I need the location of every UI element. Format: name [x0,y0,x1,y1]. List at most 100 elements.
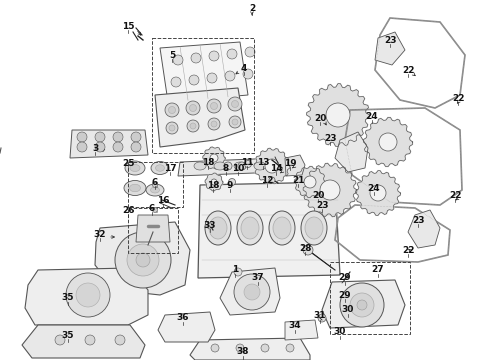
Circle shape [171,77,181,87]
Text: 24: 24 [368,184,380,193]
Text: 30: 30 [342,306,354,315]
Polygon shape [294,166,326,198]
Text: 24: 24 [366,112,378,121]
Text: 23: 23 [384,36,396,45]
Circle shape [166,122,178,134]
Text: 30: 30 [334,328,346,337]
Polygon shape [203,147,225,169]
Circle shape [187,120,199,132]
Circle shape [228,97,242,111]
Text: 16: 16 [157,195,169,204]
Text: 20: 20 [312,190,324,199]
Bar [128,208,178,253]
Circle shape [208,118,220,130]
Text: 20: 20 [314,113,326,122]
Circle shape [169,125,175,131]
Ellipse shape [241,217,259,239]
Polygon shape [205,173,223,191]
Polygon shape [285,155,305,176]
Circle shape [190,123,196,129]
Circle shape [210,154,218,162]
Polygon shape [198,182,340,278]
Text: 29: 29 [339,291,351,300]
Text: 1: 1 [232,266,238,274]
Circle shape [152,207,157,212]
Text: 38: 38 [237,347,249,356]
Circle shape [340,283,384,327]
Polygon shape [136,215,170,242]
Polygon shape [190,338,310,360]
Polygon shape [364,117,413,167]
Text: 22: 22 [402,246,414,255]
Text: 8: 8 [223,163,229,172]
Circle shape [227,49,237,59]
Circle shape [173,55,183,65]
Circle shape [211,121,217,127]
Circle shape [261,344,269,352]
Ellipse shape [214,162,226,170]
Circle shape [265,159,279,173]
Circle shape [370,185,386,201]
Ellipse shape [129,184,141,192]
Circle shape [211,344,219,352]
Text: 37: 37 [252,274,264,283]
Ellipse shape [146,184,164,196]
Text: 4: 4 [241,63,247,72]
Circle shape [113,132,123,142]
Text: 23: 23 [324,134,336,143]
Circle shape [238,162,246,170]
Text: 14: 14 [270,163,282,172]
Circle shape [245,47,255,57]
Circle shape [350,293,374,317]
Circle shape [165,103,179,117]
Circle shape [318,314,326,322]
Circle shape [229,116,241,128]
Polygon shape [22,325,145,358]
Circle shape [303,245,313,255]
Text: 21: 21 [292,176,304,185]
Text: 35: 35 [62,330,74,339]
Circle shape [127,244,159,276]
Circle shape [211,179,217,185]
Text: 5: 5 [169,50,175,59]
Circle shape [66,273,110,317]
Circle shape [244,284,260,300]
Polygon shape [408,210,440,248]
Text: 6: 6 [149,203,155,212]
Text: 29: 29 [339,274,351,283]
Polygon shape [356,171,400,215]
Circle shape [115,335,125,345]
Text: 15: 15 [122,22,134,31]
Text: 28: 28 [299,243,311,252]
Circle shape [152,183,157,188]
Text: 6: 6 [152,177,158,186]
Circle shape [243,69,253,79]
Polygon shape [303,163,357,217]
Ellipse shape [124,180,146,195]
Polygon shape [285,320,318,340]
Circle shape [131,132,141,142]
Text: 34: 34 [289,321,301,330]
Polygon shape [95,222,190,295]
Text: 36: 36 [177,314,189,323]
Polygon shape [178,158,280,176]
Circle shape [286,344,294,352]
Circle shape [77,142,87,152]
Text: 32: 32 [94,230,106,239]
Text: 31: 31 [314,311,326,320]
Text: 23: 23 [412,216,424,225]
Text: 23: 23 [316,201,328,210]
Circle shape [191,53,201,63]
Text: 18: 18 [202,158,214,166]
Ellipse shape [237,211,263,245]
Ellipse shape [273,217,291,239]
Circle shape [224,162,232,170]
Polygon shape [25,268,148,325]
Circle shape [55,335,65,345]
Text: 22: 22 [452,94,464,103]
Circle shape [76,283,100,307]
Text: 11: 11 [241,158,253,166]
Polygon shape [307,84,369,147]
Circle shape [207,223,213,229]
Text: 13: 13 [257,158,269,166]
